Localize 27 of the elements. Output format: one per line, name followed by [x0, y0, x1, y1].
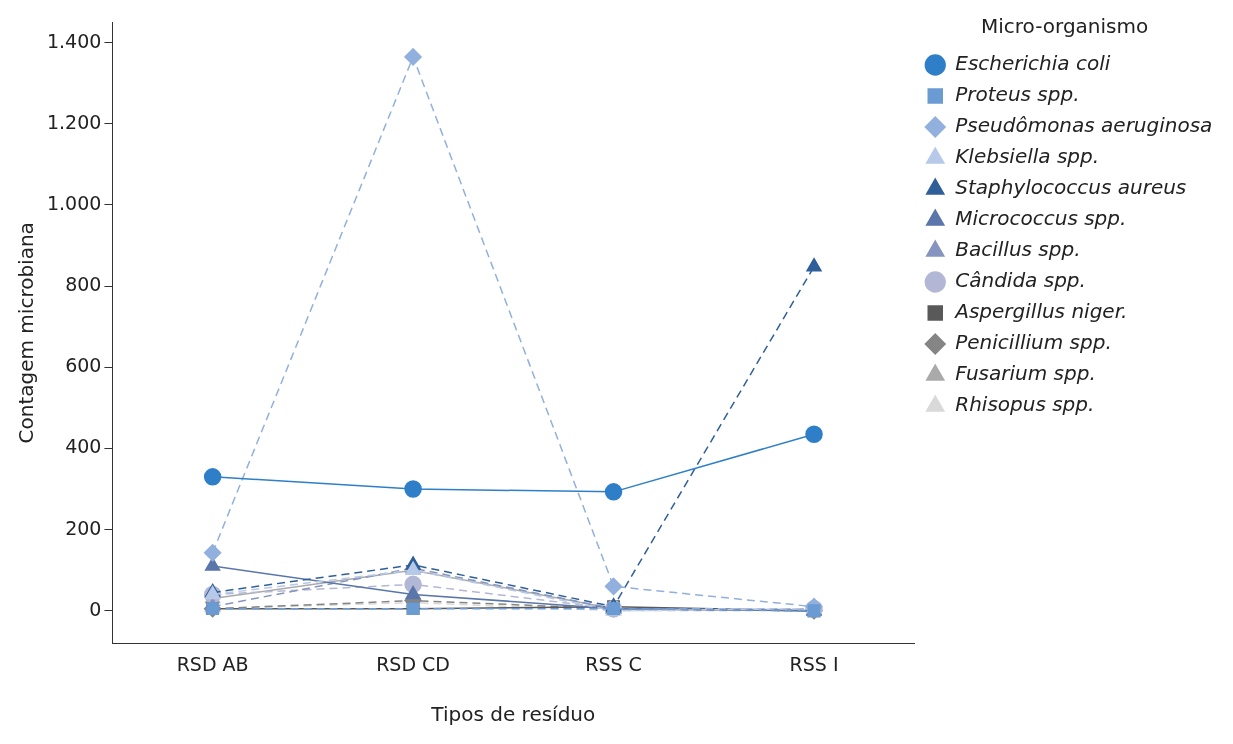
- y-tick-label: 0: [89, 597, 102, 620]
- y-tick-label: 600: [65, 354, 102, 377]
- legend-label: Escherichia coli: [955, 51, 1111, 76]
- y-tick-label: 1.000: [46, 191, 102, 214]
- legend-title: Micro-organismo: [981, 14, 1149, 39]
- x-tick-label: RSS C: [585, 652, 642, 675]
- y-tick-label: 800: [65, 273, 102, 296]
- legend-label: Micrococcus spp.: [955, 206, 1127, 231]
- legend-label: Bacillus spp.: [955, 237, 1081, 262]
- legend-label: Staphylococcus aureus: [955, 175, 1187, 200]
- x-tick-label: RSD AB: [176, 652, 249, 675]
- legend-label: Rhisopus spp.: [955, 392, 1095, 417]
- legend-label: Penicillium spp.: [955, 330, 1112, 355]
- y-tick-label: 400: [65, 435, 102, 458]
- legend-label: Proteus spp.: [955, 82, 1080, 107]
- legend-label: Fusarium spp.: [955, 361, 1096, 386]
- y-axis-title: Contagem microbiana: [14, 222, 39, 444]
- y-tick-label: 1.400: [46, 29, 102, 52]
- legend-label: Aspergillus niger.: [953, 299, 1128, 324]
- y-tick-label: 1.200: [46, 110, 102, 133]
- legend-label: Klebsiella spp.: [955, 144, 1100, 169]
- x-axis-title: Tipos de resíduo: [430, 702, 596, 727]
- x-tick-label: RSS I: [789, 652, 839, 675]
- x-tick-label: RSD CD: [376, 652, 451, 675]
- legend-label: Pseudômonas aeruginosa: [955, 113, 1213, 138]
- y-tick-label: 200: [65, 516, 102, 539]
- legend-label: Cândida spp.: [955, 268, 1086, 293]
